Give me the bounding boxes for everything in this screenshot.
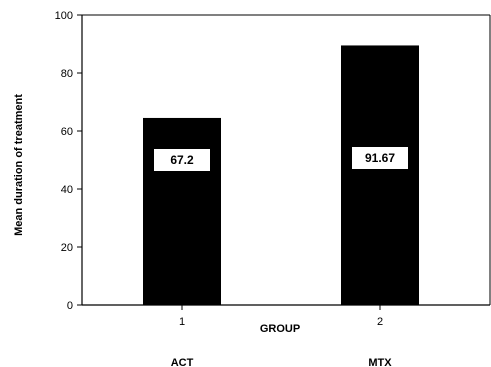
y-axis: 0 20 40 60 80 100 [55,10,82,312]
data-labels: 67.2 91.67 [154,147,408,171]
x-tick-label: 2 [377,316,383,328]
data-label-box [154,149,210,171]
y-axis-title: Mean duration of treatment [13,94,25,236]
bar-mtx [341,45,419,305]
bars [143,45,419,305]
x-axis: 1 ACT 2 MTX [171,305,392,367]
x-axis-title: GROUP [260,323,300,335]
data-label-box [352,147,408,169]
y-tick-label: 0 [67,300,73,312]
y-tick-label: 40 [61,184,73,196]
data-label: 67.2 [170,153,194,167]
bar-act [143,117,221,305]
group-label: MTX [368,357,392,367]
y-tick-label: 80 [61,68,73,80]
x-tick-label: 1 [179,316,185,328]
y-tick-label: 100 [55,10,73,22]
y-tick-label: 60 [61,126,73,138]
group-label: ACT [171,357,194,367]
y-tick-label: 20 [61,242,73,254]
data-label: 91.67 [365,151,395,165]
